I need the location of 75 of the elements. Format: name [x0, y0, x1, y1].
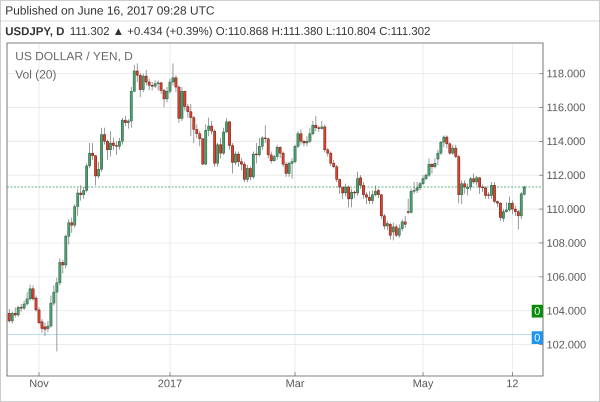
chart-subtitle: 111.302 ▲ +0.434 (+0.39%) O:110.868 H:111.380 L:110.804 C:111.302 — [70, 26, 430, 38]
candlestick — [288, 161, 290, 178]
candlestick — [430, 162, 434, 174]
y-tick-label: 116.000 — [547, 104, 585, 112]
candlestick — [392, 222, 395, 241]
candlestick — [493, 182, 496, 204]
y-tick-label: 110.000 — [547, 205, 585, 213]
candlestick — [347, 185, 350, 208]
candlestick — [329, 151, 332, 166]
candlestick — [353, 190, 356, 198]
candlestick — [463, 180, 466, 194]
candlestick — [243, 161, 246, 182]
text: Published on June 16, 2017 09:28 UTC — [6, 6, 214, 16]
x-tick-label: 12 — [507, 380, 518, 388]
candlestick — [388, 222, 392, 240]
candlestick — [499, 202, 502, 222]
candlestick — [44, 322, 46, 337]
candlestick — [406, 198, 410, 215]
candlestick — [70, 217, 74, 234]
candlestick — [14, 307, 17, 318]
y-tick-label: 118.000 — [547, 70, 585, 78]
candlestick — [246, 164, 249, 182]
candlestick — [300, 129, 302, 146]
candlestick — [219, 138, 222, 159]
candlestick — [248, 166, 252, 181]
candlestick — [16, 305, 20, 318]
candlestick — [254, 142, 258, 164]
y-tick-label: 104.000 — [547, 306, 586, 315]
candlestick — [487, 192, 490, 200]
y-tick-label: 112.000 — [547, 171, 585, 180]
candlestick — [344, 183, 348, 197]
annotation: US DOLLAR / YEN, D — [16, 52, 132, 62]
candlestick — [484, 186, 487, 200]
candlestick — [237, 151, 240, 168]
candlestick — [490, 182, 493, 200]
candlestick — [10, 311, 14, 324]
candlestick — [451, 144, 454, 156]
x-tick-label: Nov — [30, 380, 49, 388]
annotation: Vol (20) — [15, 70, 56, 81]
candlestick — [350, 188, 353, 208]
candlestick — [478, 176, 481, 194]
candlestick — [115, 140, 118, 156]
candlestick — [516, 210, 520, 230]
candlestick — [234, 151, 237, 166]
y-tick-label: 108.000 — [547, 239, 586, 247]
candlestick — [276, 144, 279, 160]
x-tick-label: May — [414, 380, 434, 390]
chart-title: USDJPY, D — [6, 27, 64, 37]
candlestick — [61, 260, 64, 274]
candlestick — [428, 158, 430, 178]
candlestick — [416, 182, 418, 194]
candlestick — [404, 216, 407, 228]
candlestick — [460, 180, 464, 204]
candlestick — [475, 176, 478, 186]
candlestick — [8, 308, 11, 323]
y-tick-label: 114.000 — [547, 137, 585, 146]
candlestick — [142, 73, 145, 92]
candlestick — [314, 116, 318, 132]
candlestick — [356, 171, 359, 196]
candlestick — [368, 190, 371, 204]
candlestick — [508, 196, 511, 212]
y-tick-label: 102.000 — [547, 340, 586, 349]
candlestick — [472, 173, 476, 184]
candlestick — [394, 224, 398, 238]
candlestick — [156, 80, 160, 91]
text: 0 — [534, 307, 540, 316]
candlestick — [510, 200, 514, 215]
x-tick-label: Mar — [286, 380, 304, 388]
candlestick — [124, 116, 127, 126]
candlestick — [323, 124, 326, 153]
candlestick — [79, 185, 82, 201]
text: 0 — [534, 334, 540, 342]
x-tick-label: 2017 — [158, 380, 182, 388]
candlestick — [109, 130, 112, 157]
y-tick-label: 106.000 — [547, 272, 586, 281]
